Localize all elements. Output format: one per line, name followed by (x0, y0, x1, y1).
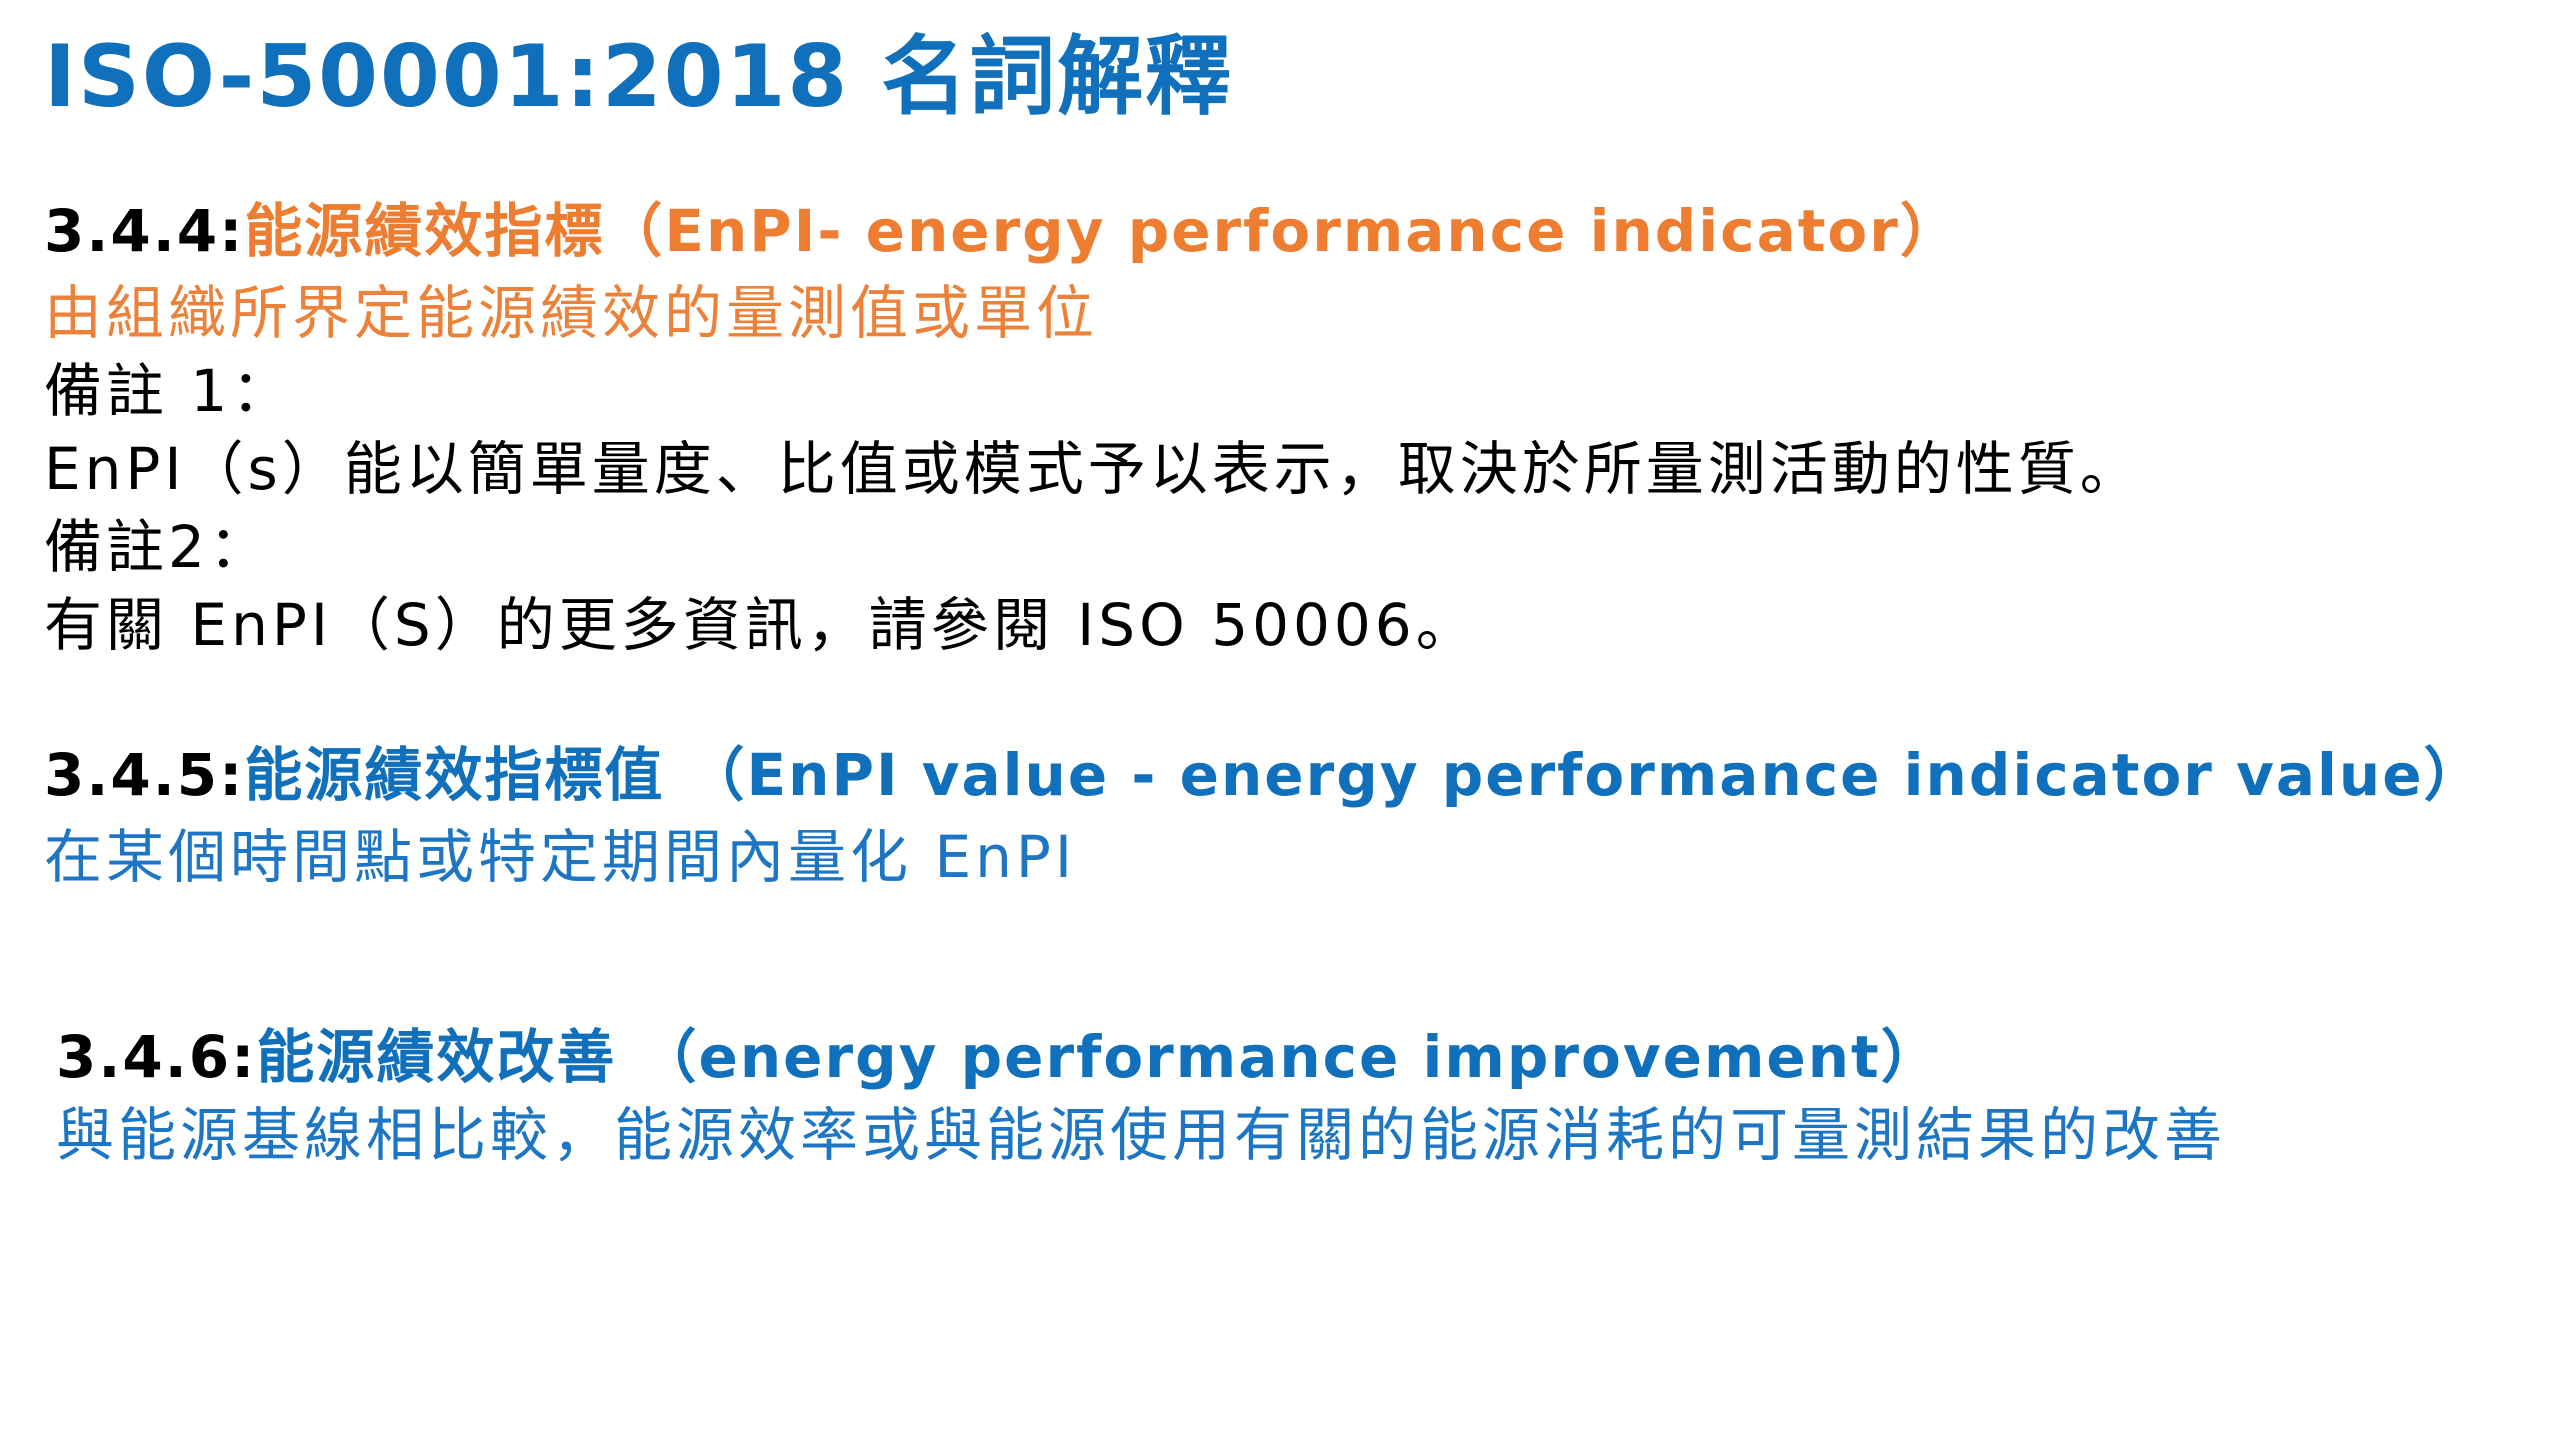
section-3-4-6-heading: 3.4.6:能源績效改善 （energy performance improve… (56, 1024, 1941, 1091)
section-3-4-4-term: 能源績效指標（EnPI- energy performance indicato… (244, 197, 1960, 265)
page-title: ISO-50001:2018 名詞解釋 (44, 27, 1234, 127)
section-3-4-6-definition: 與能源基線相比較，能源效率或與能源使用有關的能源消耗的可量測結果的改善 (56, 1101, 2227, 1169)
section-3-4-4-number: 3.4.4: (44, 197, 245, 265)
section-3-4-5-number: 3.4.5: (44, 741, 245, 809)
section-3-4-5-term: 能源績效指標值 （EnPI value - energy performance… (244, 741, 2484, 809)
section-3-4-4-heading: 3.4.4:能源績效指標（EnPI- energy performance in… (44, 198, 1960, 265)
section-3-4-5-heading: 3.4.5:能源績效指標值 （EnPI value - energy perfo… (44, 742, 2484, 809)
section-3-4-4-note-1-label: 備註 1： (44, 357, 294, 425)
section-3-4-6-term: 能源績效改善 （energy performance improvement） (256, 1023, 1941, 1091)
section-3-4-4-note-2-label: 備註2： (44, 513, 271, 581)
section-3-4-4-note-2-text: 有關 EnPI（S）的更多資訊，請參閱 ISO 50006。 (44, 591, 1478, 659)
section-3-4-6-number: 3.4.6: (56, 1023, 257, 1091)
section-3-4-4-definition: 由組織所界定能源績效的量測值或單位 (44, 279, 1099, 347)
section-3-4-5-definition: 在某個時間點或特定期間內量化 EnPI (44, 823, 1076, 891)
section-3-4-4-note-1-text: EnPI（s）能以簡單量度、比值或模式予以表示，取決於所量測活動的性質。 (44, 435, 2142, 503)
